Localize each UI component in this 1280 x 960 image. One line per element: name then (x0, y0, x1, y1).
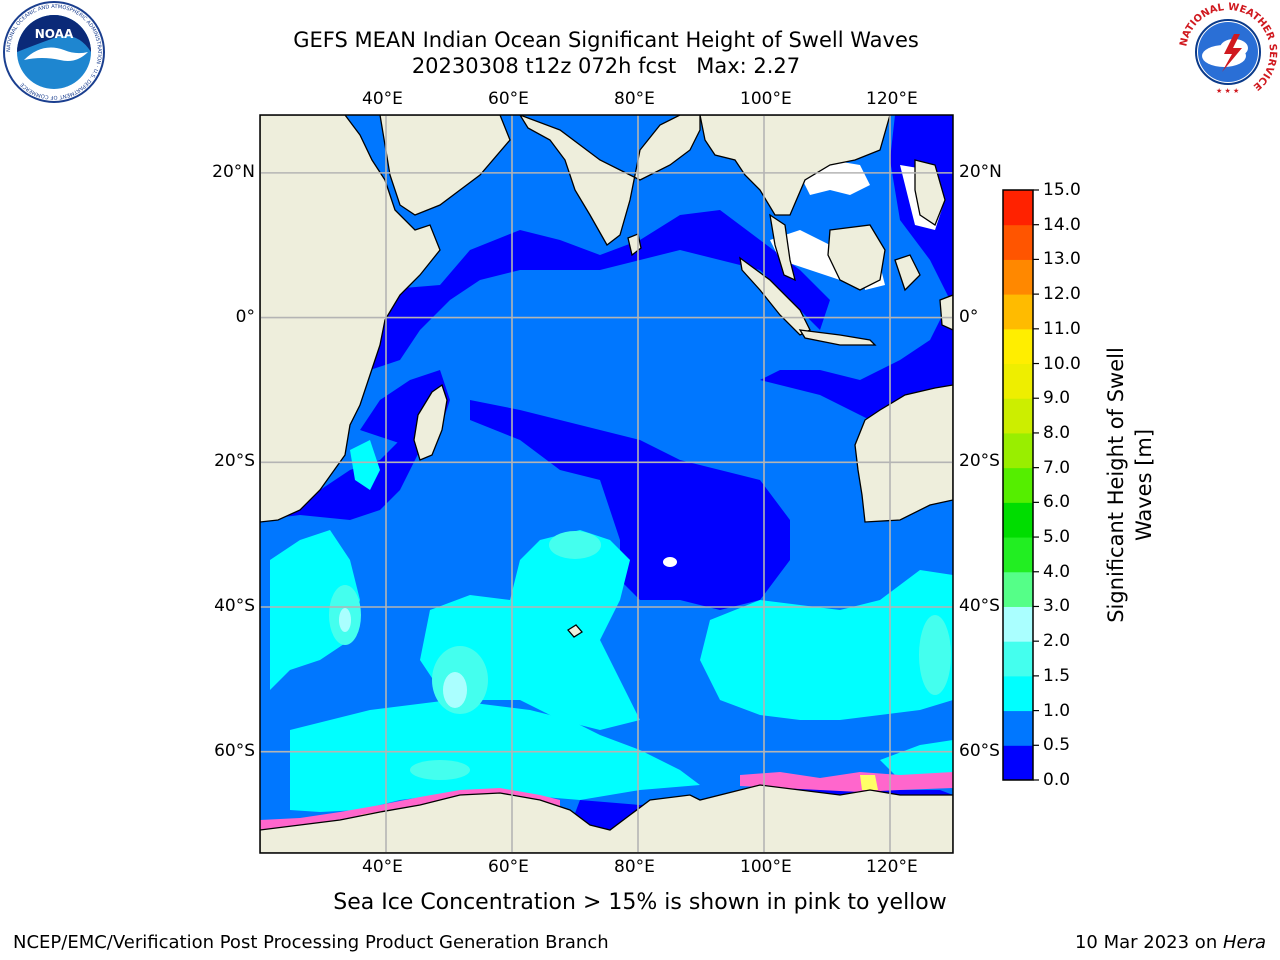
credit-right: 10 Mar 2023 on Hera (1075, 932, 1266, 953)
colorbar-tick-label: 12.0 (1043, 284, 1081, 305)
colorbar-bin (1003, 675, 1033, 712)
lat-tick-label-right: 20°S (959, 451, 1000, 472)
lat-tick-label-right: 0° (959, 306, 979, 327)
colorbar-bin (1003, 190, 1033, 226)
colorbar (1002, 189, 1039, 781)
colorbar-tick-label: 0.5 (1043, 735, 1071, 756)
colorbar-tick-label: 9.0 (1043, 388, 1071, 409)
colorbar-tick-label: 11.0 (1043, 318, 1081, 339)
colorbar-tick-label: 4.0 (1043, 561, 1071, 582)
map-frame (259, 114, 954, 854)
colorbar-bin (1003, 467, 1033, 503)
colorbar-tick-label: 6.0 (1043, 492, 1071, 513)
lon-tick-label-bottom: 100°E (740, 857, 792, 877)
colorbar-tick-label: 13.0 (1043, 249, 1081, 270)
lon-tick-label-bottom: 120°E (866, 857, 918, 877)
colorbar-tick-label: 3.0 (1043, 596, 1071, 617)
colorbar-tick-label: 14.0 (1043, 214, 1081, 235)
colorbar-bin (1003, 537, 1033, 573)
colorbar-frame (1002, 189, 1034, 781)
lat-tick-label-left: 60°S (214, 740, 255, 761)
lon-tick-label-bottom: 80°E (614, 857, 655, 877)
lat-tick-label-right: 40°S (959, 596, 1000, 616)
colorbar-tick-label: 7.0 (1043, 457, 1071, 478)
colorbar-label-line2: Waves [m] (1132, 428, 1156, 542)
colorbar-label: Significant Height of Swell Waves [m] (1102, 347, 1158, 623)
lat-tick-label-left: 40°S (214, 596, 255, 616)
lon-tick-label-top: 120°E (866, 89, 918, 109)
colorbar-bin (1003, 363, 1033, 399)
lon-tick-label-bottom: 60°E (488, 857, 529, 877)
colorbar-bin (1003, 328, 1033, 365)
map-grid (260, 115, 953, 853)
lat-tick-label-right: 20°N (959, 161, 1002, 182)
lon-tick-label-bottom: 40°E (362, 857, 403, 877)
colorbar-bin (1003, 224, 1033, 260)
colorbar-bin (1003, 571, 1033, 607)
nws-logo: NATIONAL WEATHER SERVICE ★ ★ ★ (1178, 2, 1278, 101)
colorbar-tick-label: 8.0 (1043, 422, 1071, 443)
svg-text:★ ★ ★: ★ ★ ★ (1216, 87, 1239, 95)
credit-left: NCEP/EMC/Verification Post Processing Pr… (13, 932, 609, 953)
chart-title: GEFS MEAN Indian Ocean Significant Heigh… (293, 28, 919, 52)
colorbar-bin (1003, 398, 1033, 434)
colorbar-bin (1003, 502, 1033, 538)
noaa-logo-text: NOAA (35, 27, 74, 41)
colorbar-label-line1: Significant Height of Swell (1104, 347, 1128, 623)
colorbar-tick-label: 1.0 (1043, 700, 1071, 721)
colorbar-bin (1003, 710, 1033, 746)
credit-machine: Hera (1222, 932, 1266, 953)
noaa-logo: NATIONAL OCEANIC AND ATMOSPHERIC ADMINIS… (3, 1, 105, 103)
colorbar-tick-label: 0.0 (1043, 770, 1071, 790)
lat-tick-label-right: 60°S (959, 740, 1000, 761)
lat-tick-label-left: 0° (235, 306, 255, 327)
land (260, 115, 953, 853)
chart-subtitle: 20230308 t12z 072h fcst Max: 2.27 (411, 54, 801, 78)
lon-tick-label-top: 60°E (488, 89, 529, 109)
lon-tick-label-top: 80°E (614, 89, 655, 109)
lon-tick-label-top: 40°E (362, 89, 403, 109)
colorbar-bin (1003, 745, 1033, 781)
lat-tick-label-left: 20°N (212, 161, 255, 182)
sea-ice-caption: Sea Ice Concentration > 15% is shown in … (333, 890, 947, 915)
lat-tick-label-left: 20°S (214, 451, 255, 472)
colorbar-bin (1003, 432, 1033, 469)
colorbar-bin (1003, 294, 1033, 330)
colorbar-tick-label: 1.5 (1043, 665, 1071, 686)
colorbar-bin (1003, 641, 1033, 677)
swell-band-2.0-3.0 (339, 608, 467, 708)
lon-tick-label-top: 100°E (740, 89, 792, 109)
colorbar-bin (1003, 606, 1033, 642)
colorbar-tick-label: 10.0 (1043, 353, 1081, 374)
colorbar-tick-label: 2.0 (1043, 631, 1071, 652)
colorbar-tick-label: 5.0 (1043, 527, 1071, 548)
credit-date: 10 Mar 2023 on (1074, 932, 1223, 953)
colorbar-tick-label: 15.0 (1043, 180, 1081, 200)
colorbar-bin (1003, 259, 1033, 295)
